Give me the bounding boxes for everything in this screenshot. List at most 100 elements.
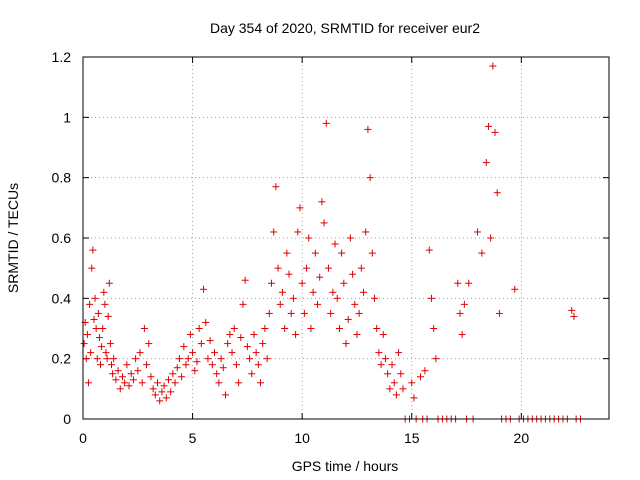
- data-point: [182, 361, 190, 369]
- data-point: [366, 174, 374, 182]
- data-point: [478, 249, 486, 257]
- data-point: [327, 309, 335, 317]
- data-point: [226, 331, 234, 339]
- data-point: [235, 379, 243, 387]
- data-point: [465, 279, 473, 287]
- data-point: [314, 300, 322, 308]
- x-tick-label: 5: [189, 430, 197, 446]
- data-point: [270, 228, 278, 236]
- data-point: [100, 288, 108, 296]
- data-point: [311, 249, 319, 257]
- data-point: [353, 331, 361, 339]
- x-tick-label: 15: [404, 430, 420, 446]
- plot-frame: [82, 56, 610, 420]
- y-tick-label: 0.8: [52, 170, 72, 186]
- data-point: [346, 234, 354, 242]
- data-point: [145, 340, 153, 348]
- data-point: [287, 309, 295, 317]
- data-point: [410, 394, 418, 402]
- data-point: [484, 122, 492, 130]
- data-point: [132, 355, 140, 363]
- data-point: [91, 294, 99, 302]
- data-point: [215, 379, 223, 387]
- data-point: [324, 264, 332, 272]
- data-point: [167, 388, 175, 396]
- data-point: [178, 373, 186, 381]
- data-point: [254, 361, 262, 369]
- data-point: [373, 325, 381, 332]
- data-point: [474, 228, 481, 236]
- y-tick-label: 0.2: [52, 351, 72, 367]
- data-point: [305, 234, 313, 242]
- data-point: [458, 331, 466, 339]
- data-point: [169, 370, 177, 378]
- data-point: [320, 219, 328, 227]
- data-point: [147, 373, 155, 381]
- data-point: [456, 309, 464, 317]
- data-point: [237, 334, 245, 342]
- data-point: [357, 264, 365, 272]
- data-point: [482, 159, 490, 167]
- data-point: [379, 331, 387, 339]
- data-point: [173, 364, 181, 372]
- data-point: [344, 315, 352, 323]
- data-point: [200, 285, 208, 293]
- data-point: [232, 361, 240, 369]
- data-point: [386, 385, 394, 393]
- data-point: [340, 279, 348, 287]
- data-point: [193, 358, 201, 366]
- data-point: [375, 349, 383, 357]
- data-point: [136, 349, 144, 357]
- data-point: [101, 300, 109, 308]
- data-point: [206, 337, 214, 345]
- data-point: [388, 361, 396, 369]
- data-point: [88, 264, 96, 272]
- data-point: [211, 349, 218, 357]
- data-point: [263, 355, 271, 363]
- data-point: [103, 355, 111, 363]
- data-point: [228, 349, 236, 357]
- data-point: [285, 270, 293, 278]
- data-point: [322, 119, 330, 127]
- x-tick-label: 0: [79, 430, 87, 446]
- data-point: [93, 355, 101, 363]
- data-point: [276, 300, 284, 308]
- data-point: [289, 294, 297, 302]
- data-point: [309, 288, 317, 296]
- data-point: [197, 340, 205, 348]
- data-point: [118, 373, 126, 381]
- data-point: [219, 364, 227, 372]
- data-point: [217, 355, 225, 363]
- data-point: [112, 376, 120, 384]
- data-point: [186, 331, 194, 339]
- y-tick-label: 1: [63, 109, 71, 125]
- data-point: [160, 382, 168, 390]
- data-point: [351, 300, 359, 308]
- data-point: [460, 300, 468, 308]
- data-point: [125, 382, 133, 390]
- data-point: [261, 325, 269, 332]
- data-point: [338, 249, 346, 257]
- data-point: [149, 385, 157, 393]
- x-axis-label: GPS time / hours: [292, 458, 399, 474]
- data-point: [421, 367, 429, 375]
- data-point: [121, 379, 129, 387]
- chart-title: Day 354 of 2020, SRMTID for receiver eur…: [210, 20, 480, 36]
- y-axis-label: SRMTID / TECUs: [5, 183, 21, 293]
- data-point: [395, 349, 403, 357]
- data-point: [355, 309, 363, 317]
- data-point: [162, 394, 170, 402]
- data-point: [175, 355, 183, 363]
- data-point: [360, 288, 368, 296]
- data-point: [570, 312, 578, 320]
- data-point: [417, 373, 425, 381]
- data-point: [489, 62, 497, 70]
- data-point: [298, 279, 306, 287]
- data-point: [303, 264, 311, 272]
- x-tick-label: 10: [294, 430, 310, 446]
- data-point: [83, 331, 91, 339]
- data-point: [80, 340, 88, 348]
- data-point: [208, 361, 216, 369]
- data-point: [278, 288, 286, 296]
